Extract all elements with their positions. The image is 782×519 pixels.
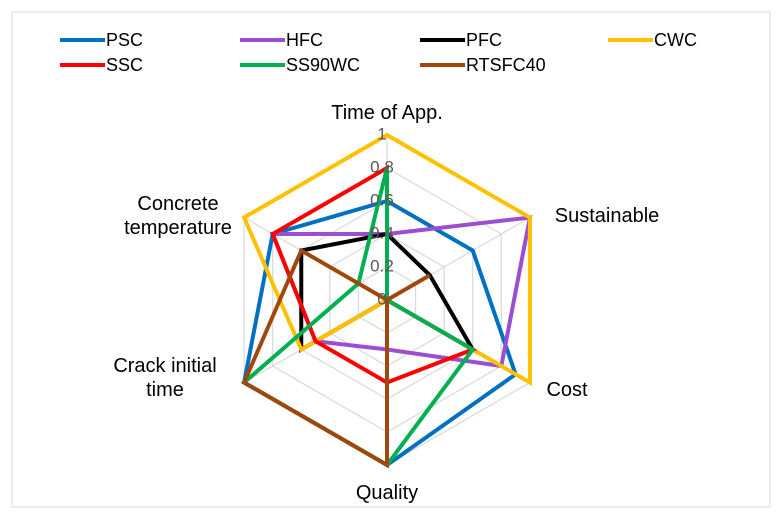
axis-label: Sustainable — [554, 205, 660, 227]
axis-label: Quality — [355, 482, 419, 504]
r-tick-label: 0.8 — [370, 157, 394, 176]
legend-label: SS90WC — [286, 55, 360, 75]
legend-label: RTSFC40 — [466, 55, 546, 75]
r-tick-label: 0 — [377, 289, 386, 308]
series-line — [241, 247, 431, 469]
axis-label: Cost — [546, 379, 588, 401]
r-tick-label: 0.4 — [370, 223, 394, 242]
legend-label: PSC — [106, 30, 143, 50]
legend-label: PFC — [466, 30, 502, 50]
chart-border — [11, 11, 771, 508]
legend-label: HFC — [286, 30, 323, 50]
r-tick-label: 0.6 — [370, 190, 394, 209]
legend-label: CWC — [654, 30, 697, 50]
axis-label: Crack initial time — [113, 355, 217, 401]
legend-label: SSC — [106, 55, 143, 75]
r-tick-label: 0.2 — [370, 256, 394, 275]
r-tick-label: 1 — [377, 124, 386, 143]
axis-label: Time of App. — [331, 102, 443, 124]
axis-label: Concrete temperature — [124, 193, 232, 239]
